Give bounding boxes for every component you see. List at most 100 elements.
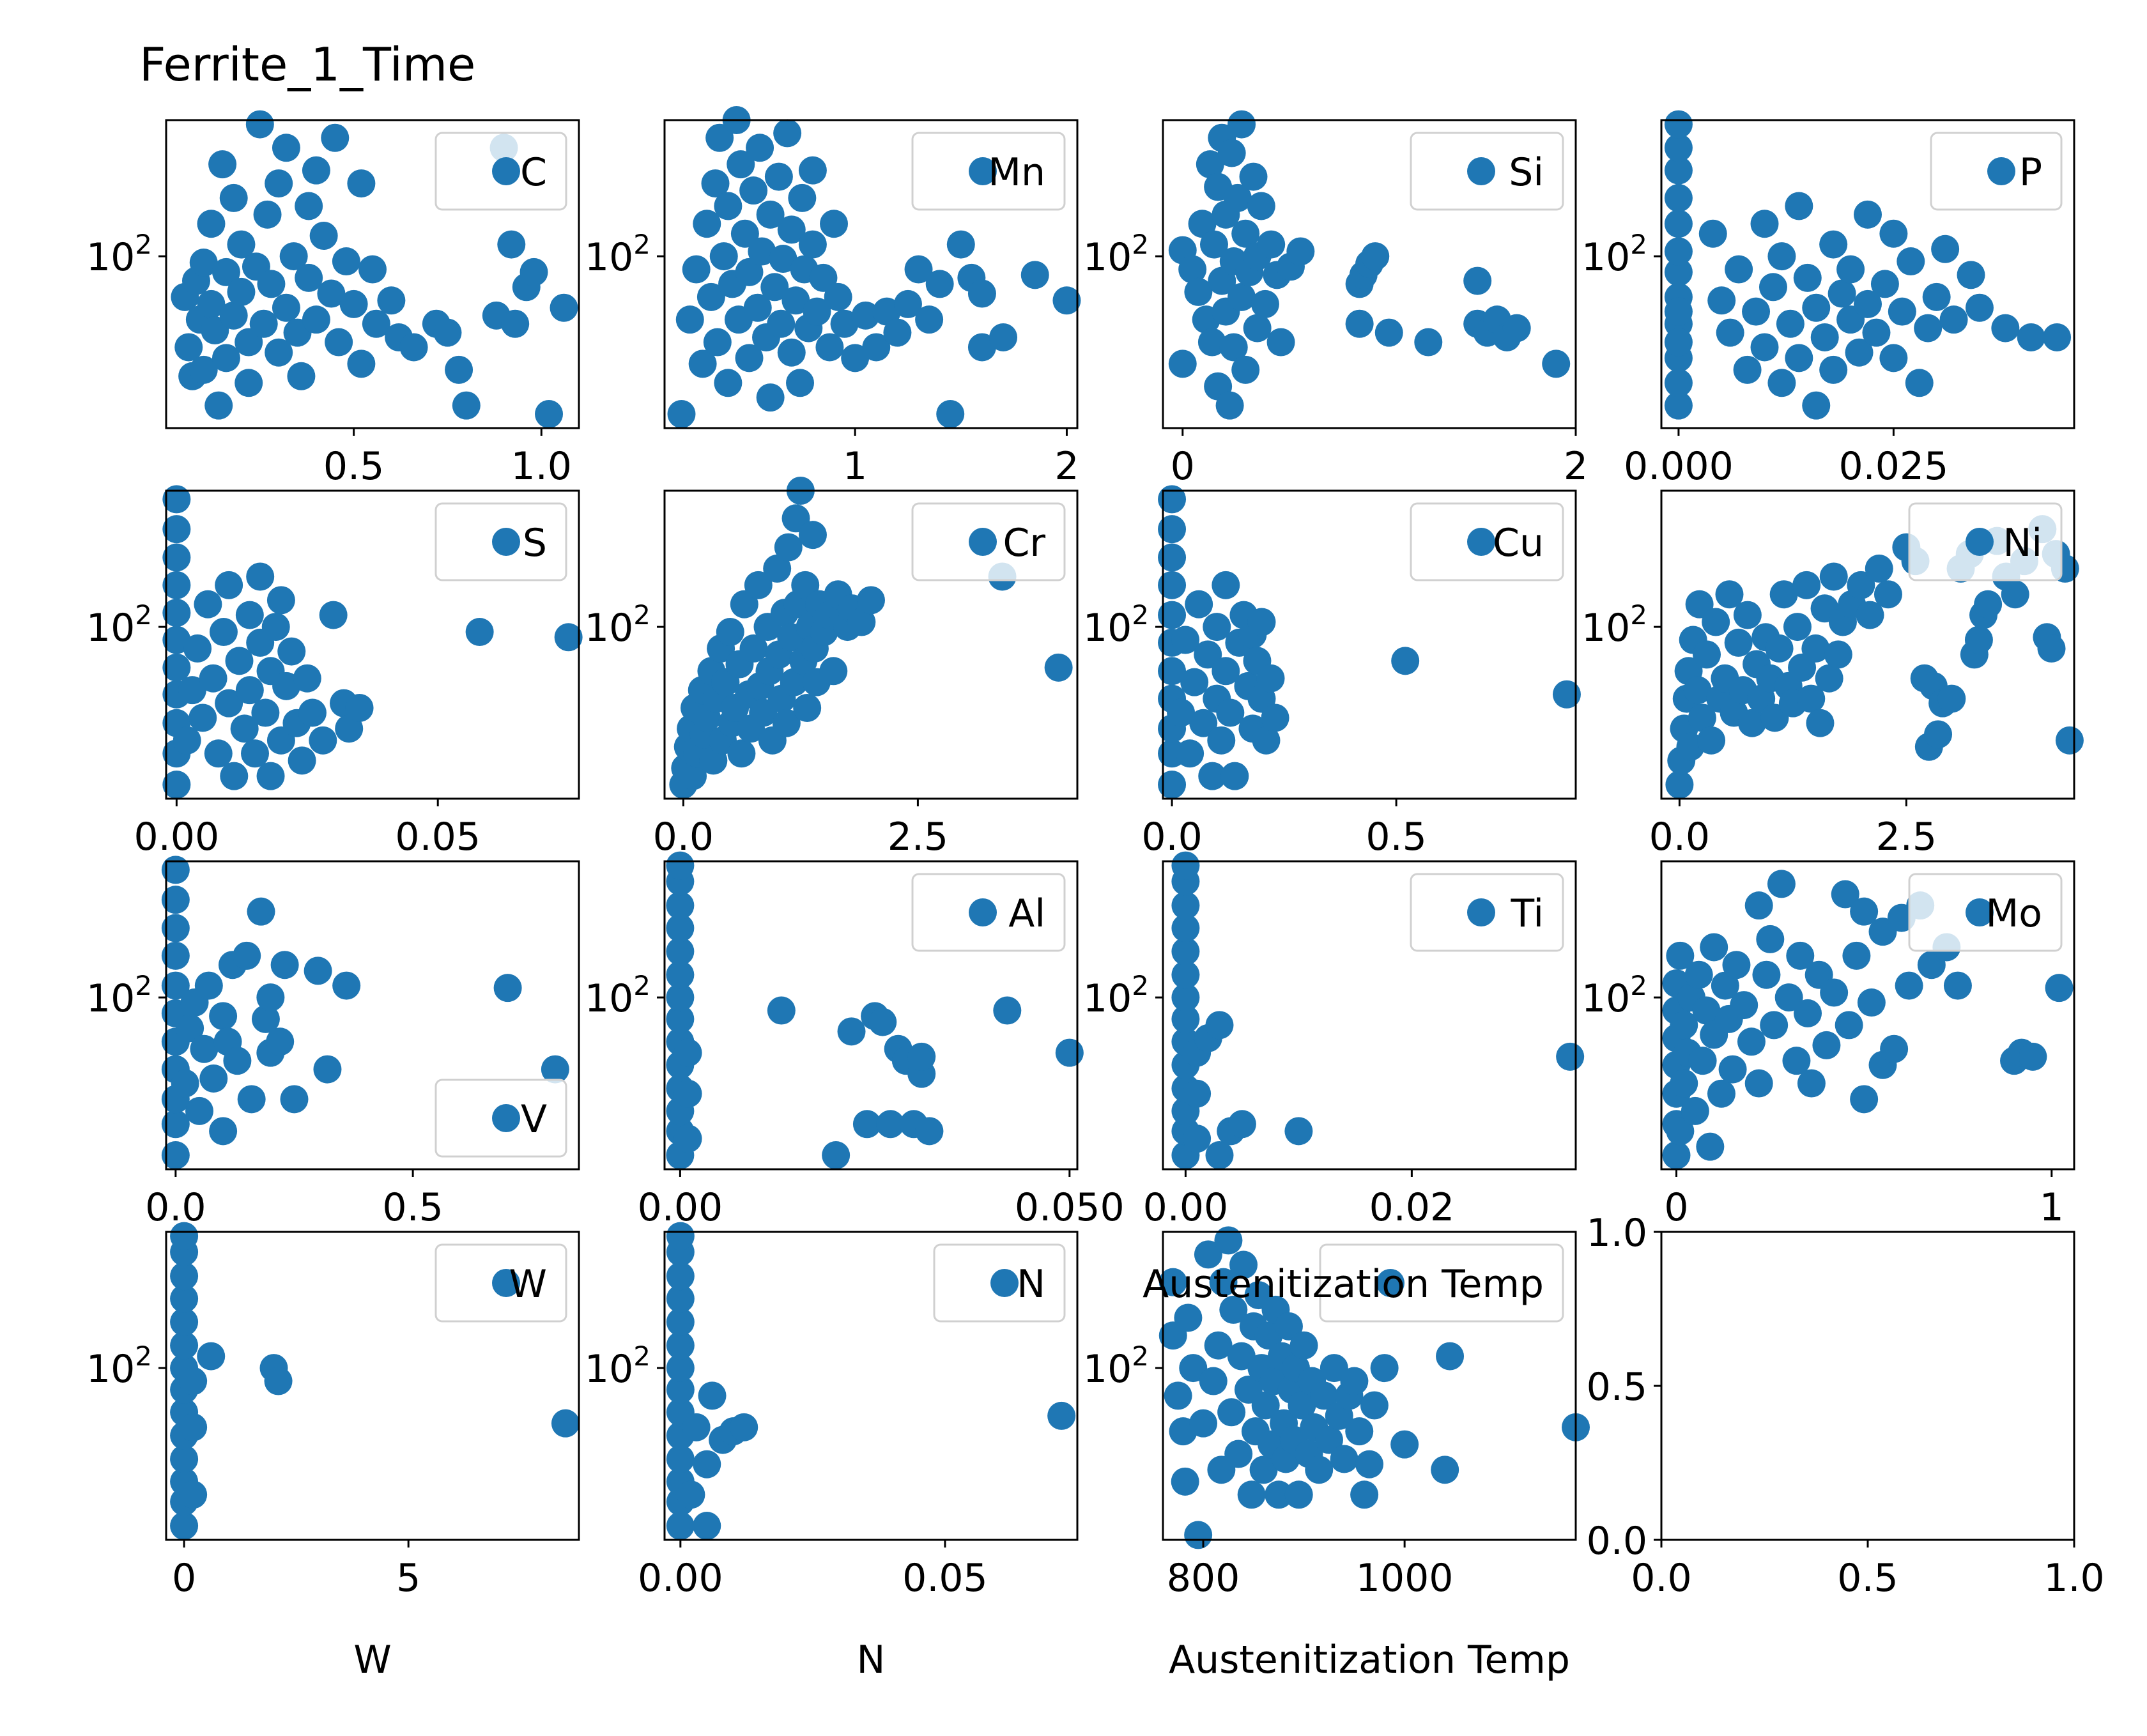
data-point	[1194, 640, 1222, 669]
data-point	[1870, 270, 1899, 298]
data-point	[1730, 991, 1758, 1020]
y-tick-label: 102	[86, 229, 152, 280]
x-tick-label: 1000	[1356, 1556, 1454, 1601]
data-point	[727, 150, 755, 179]
data-point	[1965, 293, 1994, 322]
data-point	[1711, 971, 1739, 1000]
data-point	[1756, 925, 1785, 953]
data-point	[1199, 230, 1228, 259]
data-point	[170, 1445, 199, 1473]
data-point	[883, 318, 912, 347]
data-point	[161, 971, 190, 1000]
data-point	[1819, 355, 1848, 384]
data-point	[161, 941, 190, 970]
data-point	[288, 746, 316, 775]
axes-frame	[663, 860, 1079, 1171]
data-point	[1767, 242, 1796, 271]
data-point	[822, 1141, 850, 1170]
data-point	[194, 590, 222, 618]
subplot-si: 0 2 102 Si	[1083, 110, 1588, 489]
data-point	[701, 169, 730, 198]
data-point	[1198, 762, 1227, 790]
data-point	[1879, 219, 1908, 248]
data-point	[251, 1004, 280, 1033]
y-tick-label: 0.5	[1587, 1365, 1647, 1410]
data-point	[1815, 664, 1843, 693]
data-point	[1665, 771, 1694, 799]
legend-marker	[492, 157, 520, 185]
data-point	[1314, 1425, 1343, 1454]
data-point	[2017, 323, 2045, 351]
axes-frame	[663, 1231, 1079, 1541]
data-point	[1284, 1480, 1313, 1509]
data-point	[1390, 1430, 1419, 1459]
data-point	[1774, 983, 1803, 1012]
legend-label: V	[521, 1097, 547, 1142]
data-point	[335, 714, 364, 743]
data-point	[1785, 344, 1813, 373]
y-tick-label: 1.0	[1587, 1211, 1647, 1256]
data-point	[171, 1069, 199, 1098]
data-point	[1224, 1440, 1253, 1468]
x-tick-label: 0.05	[395, 815, 481, 859]
legend-label: Ni	[2003, 521, 2042, 565]
data-point	[227, 230, 256, 259]
data-point	[2037, 634, 2066, 663]
subplot-ti: 0.00 0.02 102 Ti	[1083, 851, 1585, 1230]
data-point	[774, 533, 803, 562]
data-point	[1718, 1055, 1747, 1084]
x-tick-label: 800	[1167, 1556, 1240, 1601]
data-point	[266, 1027, 295, 1056]
data-point	[1167, 698, 1196, 727]
data-point	[1355, 1450, 1383, 1479]
data-point	[1776, 309, 1805, 338]
data-point	[1310, 1381, 1339, 1410]
data-point	[1895, 971, 1923, 1000]
data-point	[170, 1222, 199, 1250]
data-point	[1769, 580, 1798, 609]
data-point	[190, 1034, 219, 1063]
data-point	[666, 891, 695, 920]
data-point	[746, 134, 774, 162]
data-point	[767, 309, 796, 338]
data-point	[189, 355, 218, 384]
data-point	[208, 150, 237, 179]
data-point	[554, 623, 583, 652]
data-point	[1247, 608, 1276, 636]
data-point	[1888, 297, 1916, 326]
legend-label: Austenitization Temp	[1143, 1262, 1544, 1307]
data-point	[1802, 391, 1831, 420]
subplot-c: 0.5 1.0 102 C	[86, 110, 580, 489]
data-point	[201, 316, 229, 345]
data-point	[696, 282, 725, 311]
data-point	[1289, 1331, 1318, 1360]
data-point	[1836, 255, 1865, 284]
subplot-ni: 0.0 2.5 102 Ni	[1581, 489, 2084, 859]
data-point	[666, 1004, 695, 1033]
data-point	[170, 1284, 199, 1313]
data-point	[1722, 951, 1751, 979]
legend-label: W	[509, 1262, 547, 1307]
legend-label: Al	[1008, 891, 1045, 936]
data-point	[1185, 590, 1213, 618]
data-point	[1227, 110, 1256, 139]
x-tick-label: 1	[843, 444, 867, 489]
data-point	[1350, 1480, 1379, 1509]
data-point	[735, 257, 764, 286]
axes-frame	[1162, 860, 1577, 1171]
y-tick-label: 102	[86, 1340, 152, 1392]
axes-frame	[663, 489, 1079, 800]
axes-frame	[1162, 1231, 1577, 1541]
data-point	[199, 1064, 228, 1093]
data-point	[667, 400, 696, 429]
data-point	[1047, 1401, 1076, 1430]
data-point	[1320, 1354, 1348, 1383]
data-point	[178, 676, 206, 705]
data-point	[936, 400, 965, 429]
axes-frame	[1660, 860, 2075, 1171]
data-point	[1820, 978, 1849, 1007]
data-point	[1171, 626, 1200, 654]
data-point	[1391, 647, 1420, 675]
data-point	[1716, 318, 1744, 347]
